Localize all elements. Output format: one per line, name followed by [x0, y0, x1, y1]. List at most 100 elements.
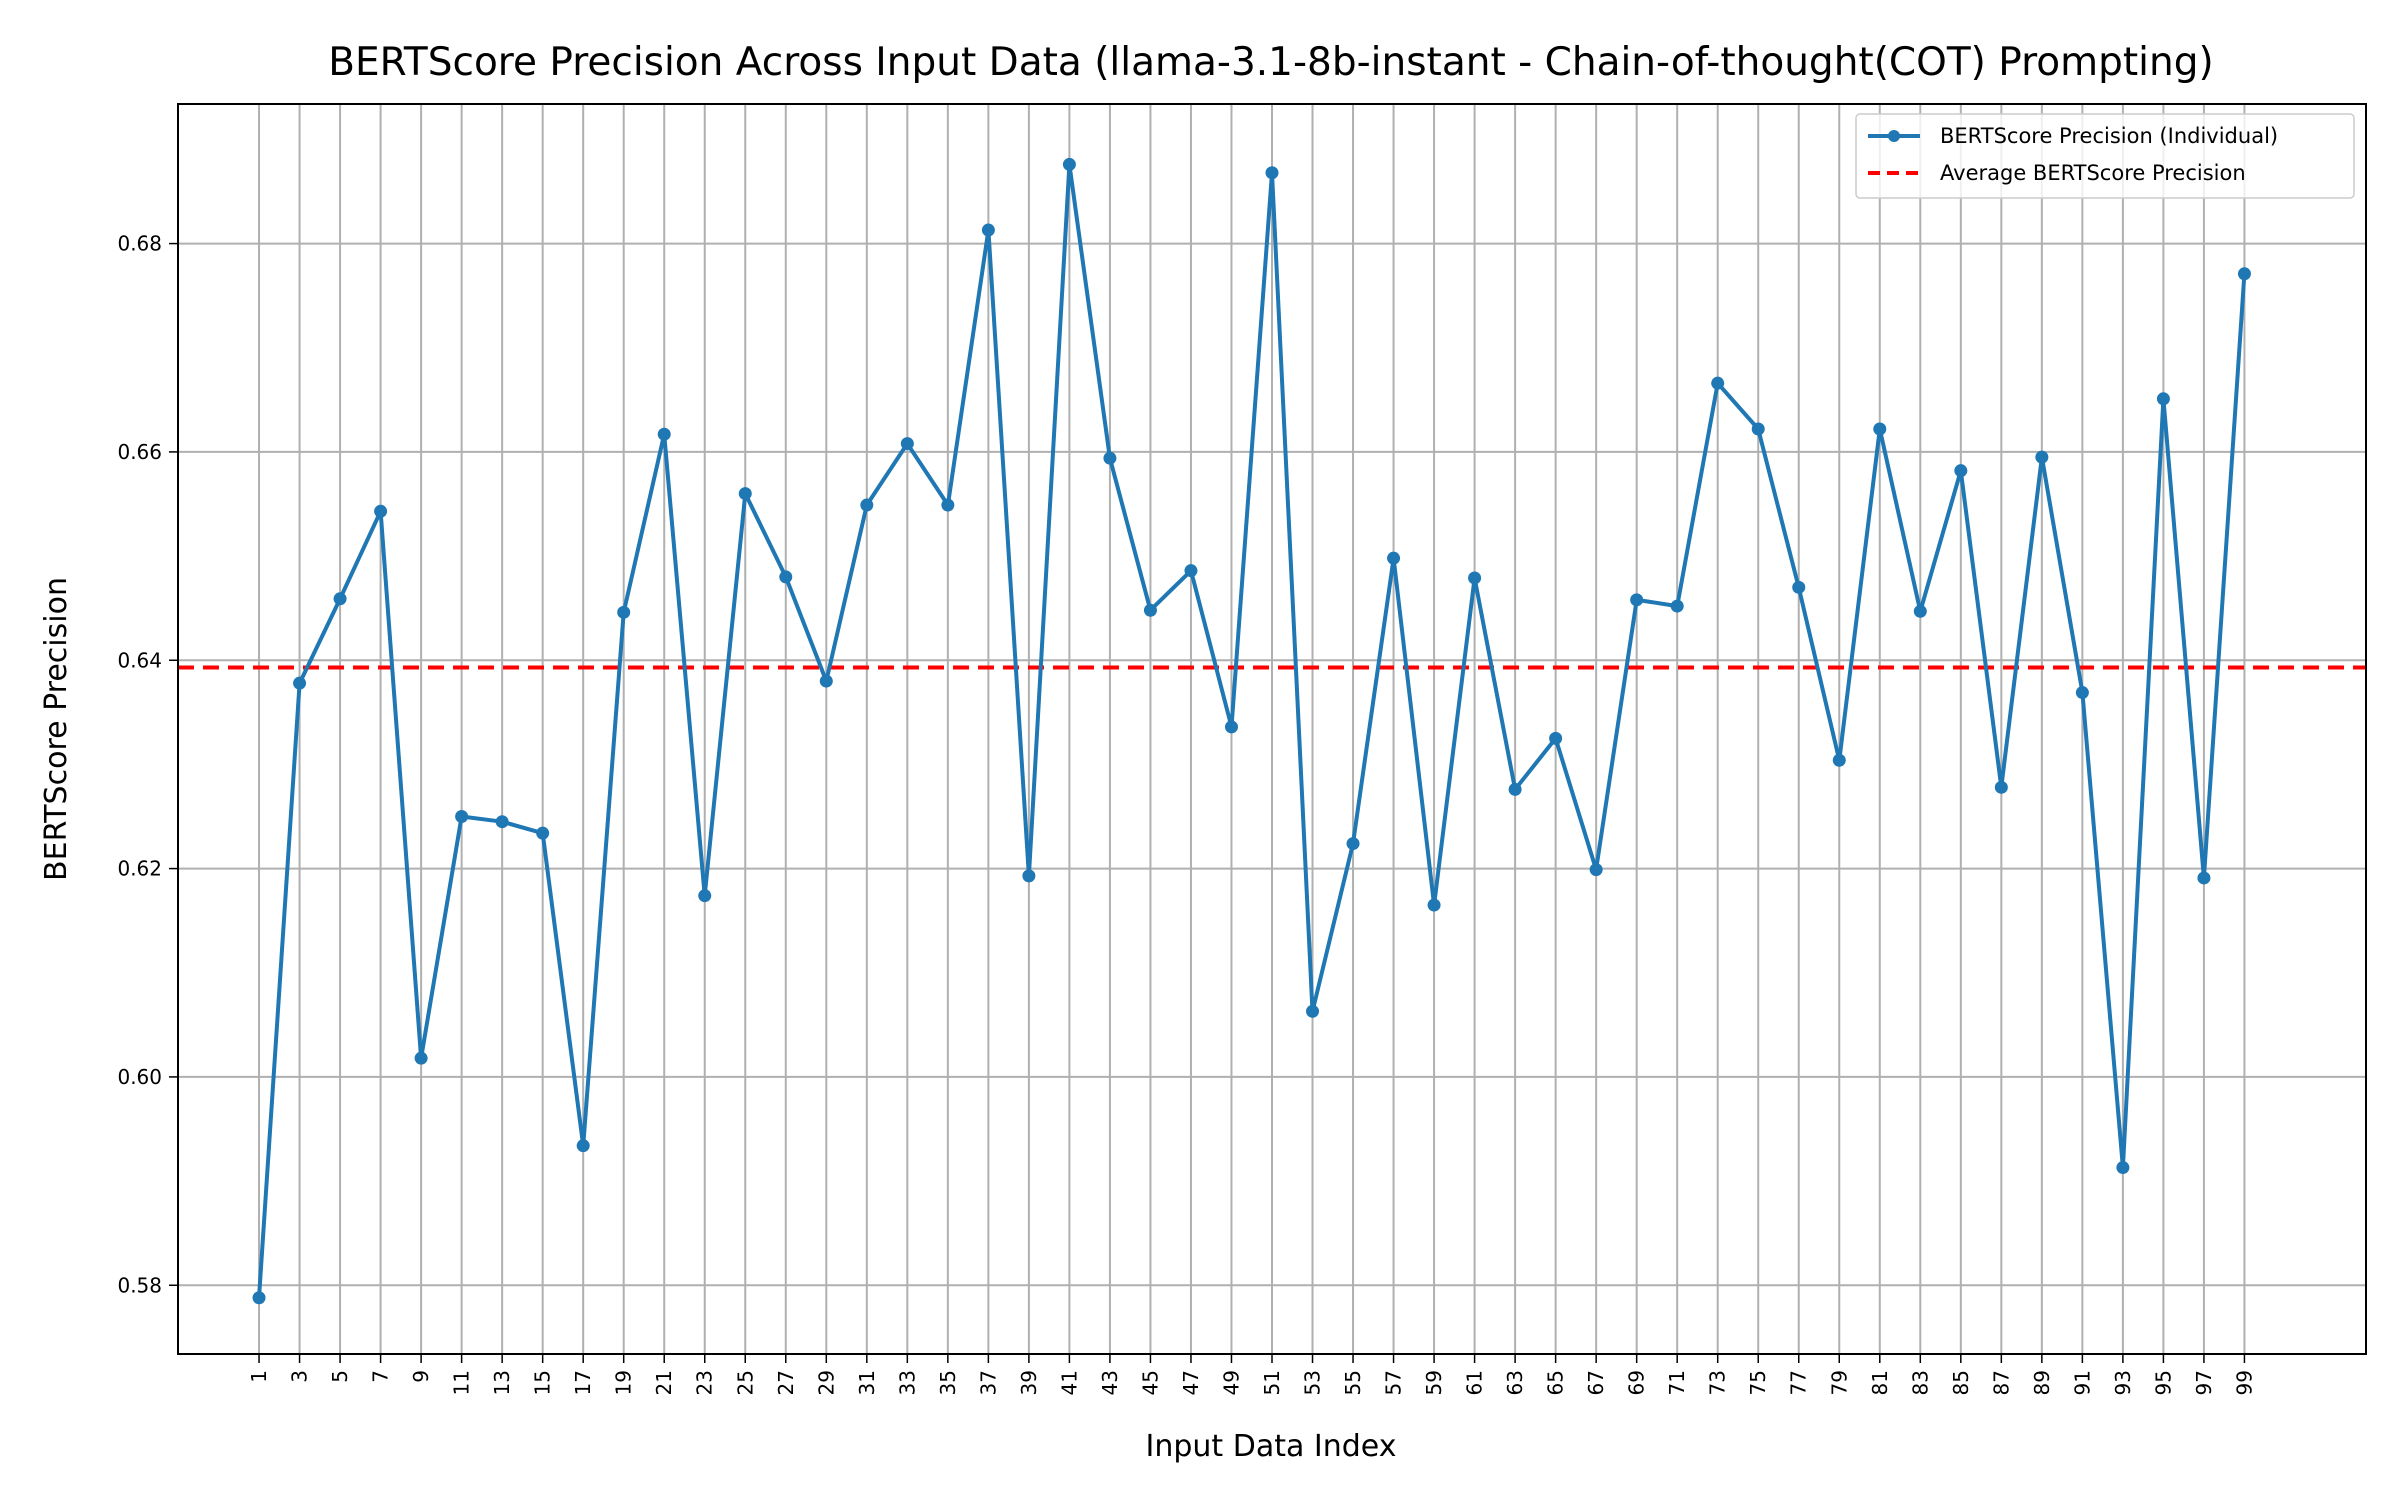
x-tick-label: 31 [855, 1370, 879, 1395]
x-tick-label: 23 [693, 1370, 717, 1395]
x-tick-label: 43 [1098, 1370, 1122, 1395]
y-tick-label: 0.66 [117, 440, 162, 464]
x-tick-label: 15 [531, 1370, 555, 1395]
x-tick-label: 55 [1341, 1370, 1365, 1395]
data-point [1468, 571, 1482, 585]
data-point [1711, 376, 1725, 390]
x-tick-label: 47 [1179, 1370, 1203, 1395]
x-tick-label: 81 [1868, 1370, 1892, 1395]
x-tick-label: 65 [1544, 1370, 1568, 1395]
x-tick-label: 57 [1382, 1370, 1406, 1395]
x-tick-label: 85 [1949, 1370, 1973, 1395]
data-point [2116, 1161, 2130, 1175]
x-tick-label: 95 [2151, 1370, 2175, 1395]
y-tick-label: 0.58 [117, 1273, 162, 1297]
data-point [1022, 869, 1036, 883]
x-tick-label: 13 [490, 1370, 514, 1395]
data-point [1103, 451, 1117, 465]
data-point [617, 605, 631, 619]
x-tick-label: 25 [733, 1370, 757, 1395]
x-tick-label: 21 [652, 1370, 676, 1395]
x-tick-label: 61 [1463, 1370, 1487, 1395]
x-tick-label: 39 [1017, 1370, 1041, 1395]
data-point [374, 504, 388, 518]
data-point [900, 437, 914, 451]
data-point [1589, 863, 1603, 877]
x-tick-label: 17 [571, 1370, 595, 1395]
data-point [455, 810, 469, 823]
x-tick-label: 79 [1827, 1370, 1851, 1395]
data-point [2156, 392, 2170, 406]
data-point [1427, 898, 1441, 912]
plot-area [178, 157, 2366, 1305]
data-point [1832, 753, 1846, 767]
data-point [2035, 450, 2049, 464]
chart-title: BERTScore Precision Across Input Data (l… [328, 40, 2213, 85]
x-tick-label: 41 [1057, 1370, 1081, 1395]
data-point [495, 815, 509, 829]
data-point [252, 1291, 266, 1305]
x-tick-label: 71 [1665, 1370, 1689, 1395]
data-point [536, 826, 550, 840]
data-point [333, 592, 347, 606]
data-point [293, 676, 307, 690]
x-tick-label: 97 [2192, 1370, 2216, 1395]
y-tick-label: 0.68 [117, 232, 162, 256]
y-axis-label: BERTScore Precision [39, 577, 74, 881]
y-tick-label: 0.64 [117, 648, 162, 672]
x-tick-label: 77 [1787, 1370, 1811, 1395]
data-point [1792, 580, 1806, 594]
data-point [981, 223, 995, 237]
data-point [576, 1139, 590, 1153]
x-tick-label: 83 [1908, 1370, 1932, 1395]
x-tick-label: 51 [1260, 1370, 1284, 1395]
data-point [1751, 422, 1765, 436]
y-tick-label: 0.60 [117, 1065, 162, 1089]
x-tick-label: 3 [288, 1370, 312, 1383]
data-point [1306, 1004, 1320, 1018]
data-point [1913, 604, 1927, 618]
legend-label-individual: BERTScore Precision (Individual) [1940, 124, 2278, 148]
y-tick-label: 0.62 [117, 857, 162, 881]
data-point [779, 570, 793, 584]
x-tick-label: 49 [1219, 1370, 1243, 1395]
x-tick-label: 73 [1706, 1370, 1730, 1395]
data-point [738, 487, 752, 501]
legend-marker-individual [1888, 130, 1900, 142]
x-tick-label: 1 [247, 1370, 271, 1383]
data-point [941, 498, 955, 512]
x-tick-label: 9 [409, 1370, 433, 1383]
x-tick-label: 53 [1301, 1370, 1325, 1395]
x-tick-label: 29 [814, 1370, 838, 1395]
data-point [860, 498, 874, 512]
x-tick-label: 87 [1989, 1370, 2013, 1395]
x-tick-label: 91 [2070, 1370, 2094, 1395]
x-tick-label: 27 [774, 1370, 798, 1395]
data-point [1630, 593, 1644, 607]
x-tick-label: 7 [369, 1370, 393, 1383]
legend-label-average: Average BERTScore Precision [1940, 161, 2246, 185]
x-tick-label: 63 [1503, 1370, 1527, 1395]
data-point [1184, 564, 1198, 578]
data-point [2075, 686, 2089, 700]
x-tick-label: 11 [450, 1370, 474, 1395]
series-line-individual [257, 162, 2247, 1298]
x-tick-label: 5 [328, 1370, 352, 1383]
x-tick-label: 33 [895, 1370, 919, 1395]
data-point [1508, 782, 1522, 796]
x-tick-label: 75 [1746, 1370, 1770, 1395]
x-tick-label: 69 [1625, 1370, 1649, 1395]
x-tick-label: 45 [1138, 1370, 1162, 1395]
data-point [2197, 871, 2211, 885]
legend: BERTScore Precision (Individual) Average… [1855, 113, 2355, 199]
legend-box [1855, 113, 2355, 199]
x-tick-label: 19 [612, 1370, 636, 1395]
data-point [819, 674, 833, 688]
data-point [1265, 166, 1279, 180]
x-tick-label: 89 [2030, 1370, 2054, 1395]
data-point [1670, 599, 1684, 613]
data-point [414, 1051, 428, 1065]
data-point [2237, 267, 2251, 281]
